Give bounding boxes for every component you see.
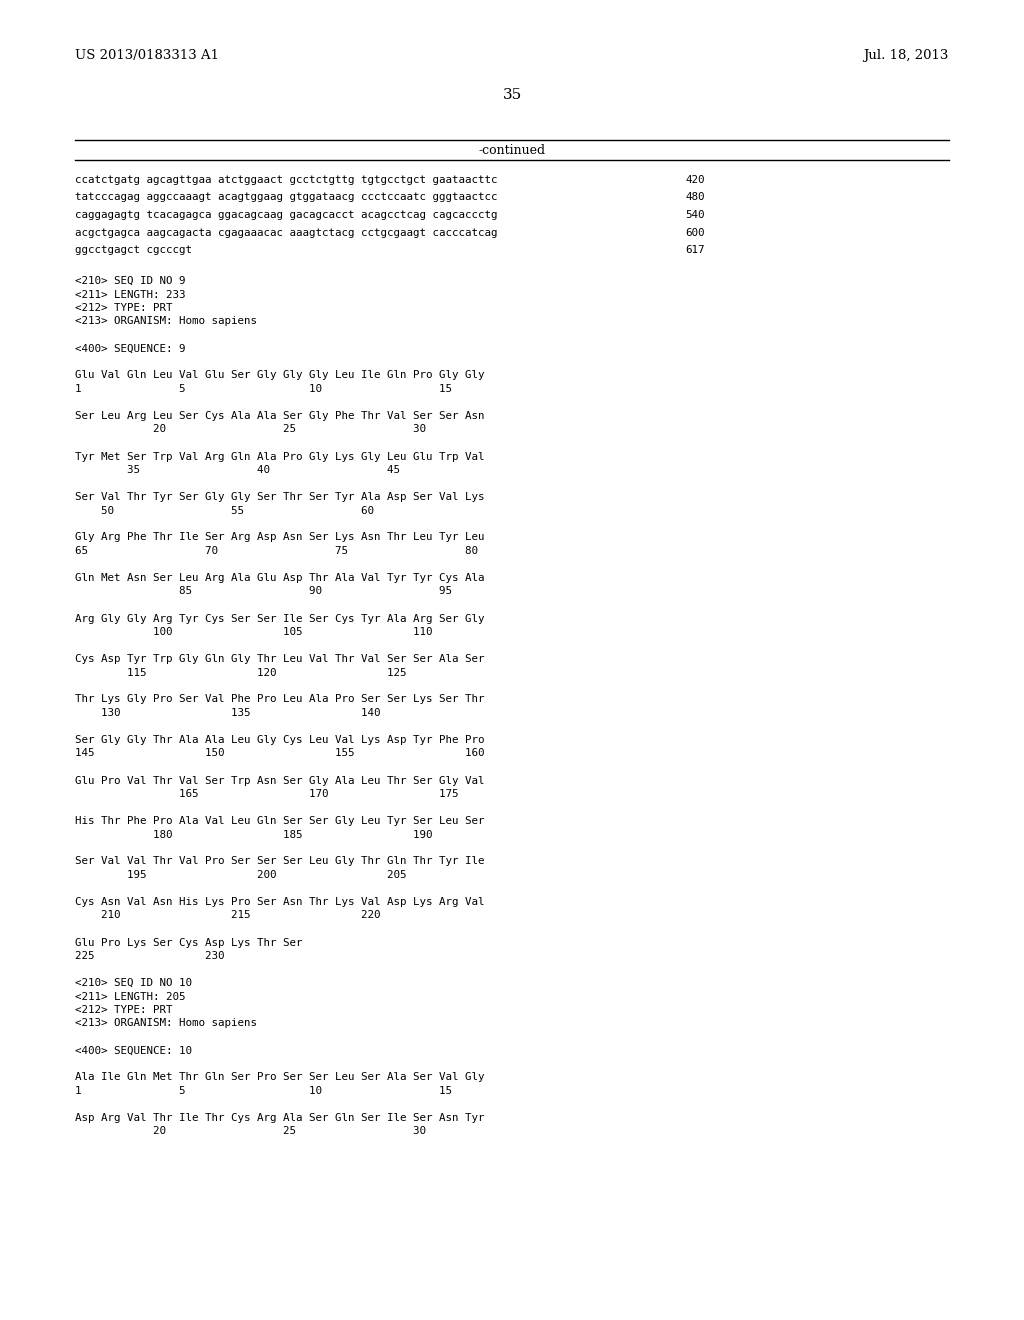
Text: 617: 617 [685,246,705,255]
Text: <212> TYPE: PRT: <212> TYPE: PRT [75,1005,172,1015]
Text: 225                 230: 225 230 [75,950,224,961]
Text: -continued: -continued [478,144,546,157]
Text: Cys Asn Val Asn His Lys Pro Ser Asn Thr Lys Val Asp Lys Arg Val: Cys Asn Val Asn His Lys Pro Ser Asn Thr … [75,898,484,907]
Text: Glu Pro Lys Ser Cys Asp Lys Thr Ser: Glu Pro Lys Ser Cys Asp Lys Thr Ser [75,937,302,948]
Text: <212> TYPE: PRT: <212> TYPE: PRT [75,304,172,313]
Text: <400> SEQUENCE: 9: <400> SEQUENCE: 9 [75,343,185,354]
Text: caggagagtg tcacagagca ggacagcaag gacagcacct acagcctcag cagcaccctg: caggagagtg tcacagagca ggacagcaag gacagca… [75,210,498,220]
Text: US 2013/0183313 A1: US 2013/0183313 A1 [75,49,219,62]
Text: 540: 540 [685,210,705,220]
Text: tatcccagag aggccaaagt acagtggaag gtggataacg ccctccaatc gggtaactcc: tatcccagag aggccaaagt acagtggaag gtggata… [75,193,498,202]
Text: Gly Arg Phe Thr Ile Ser Arg Asp Asn Ser Lys Asn Thr Leu Tyr Leu: Gly Arg Phe Thr Ile Ser Arg Asp Asn Ser … [75,532,484,543]
Text: 20                  25                  30: 20 25 30 [75,425,426,434]
Text: acgctgagca aagcagacta cgagaaacac aaagtctacg cctgcgaagt cacccatcag: acgctgagca aagcagacta cgagaaacac aaagtct… [75,227,498,238]
Text: 600: 600 [685,227,705,238]
Text: <210> SEQ ID NO 9: <210> SEQ ID NO 9 [75,276,185,286]
Text: <211> LENGTH: 233: <211> LENGTH: 233 [75,289,185,300]
Text: 165                 170                 175: 165 170 175 [75,789,459,799]
Text: <213> ORGANISM: Homo sapiens: <213> ORGANISM: Homo sapiens [75,1019,257,1028]
Text: 145                 150                 155                 160: 145 150 155 160 [75,748,484,759]
Text: 1               5                   10                  15: 1 5 10 15 [75,384,452,393]
Text: 115                 120                 125: 115 120 125 [75,668,407,677]
Text: <400> SEQUENCE: 10: <400> SEQUENCE: 10 [75,1045,193,1056]
Text: 130                 135                 140: 130 135 140 [75,708,381,718]
Text: 100                 105                 110: 100 105 110 [75,627,432,638]
Text: 180                 185                 190: 180 185 190 [75,829,432,840]
Text: Ser Val Thr Tyr Ser Gly Gly Ser Thr Ser Tyr Ala Asp Ser Val Lys: Ser Val Thr Tyr Ser Gly Gly Ser Thr Ser … [75,492,484,502]
Text: 210                 215                 220: 210 215 220 [75,911,381,920]
Text: 50                  55                  60: 50 55 60 [75,506,374,516]
Text: 195                 200                 205: 195 200 205 [75,870,407,880]
Text: 35                  40                  45: 35 40 45 [75,465,400,475]
Text: ggcctgagct cgcccgt: ggcctgagct cgcccgt [75,246,193,255]
Text: 420: 420 [685,176,705,185]
Text: 35: 35 [503,88,521,102]
Text: Ser Leu Arg Leu Ser Cys Ala Ala Ser Gly Phe Thr Val Ser Ser Asn: Ser Leu Arg Leu Ser Cys Ala Ala Ser Gly … [75,411,484,421]
Text: Cys Asp Tyr Trp Gly Gln Gly Thr Leu Val Thr Val Ser Ser Ala Ser: Cys Asp Tyr Trp Gly Gln Gly Thr Leu Val … [75,653,484,664]
Text: <211> LENGTH: 205: <211> LENGTH: 205 [75,991,185,1002]
Text: 85                  90                  95: 85 90 95 [75,586,452,597]
Text: 20                  25                  30: 20 25 30 [75,1126,426,1137]
Text: Thr Lys Gly Pro Ser Val Phe Pro Leu Ala Pro Ser Ser Lys Ser Thr: Thr Lys Gly Pro Ser Val Phe Pro Leu Ala … [75,694,484,705]
Text: Jul. 18, 2013: Jul. 18, 2013 [863,49,949,62]
Text: 480: 480 [685,193,705,202]
Text: 1               5                   10                  15: 1 5 10 15 [75,1086,452,1096]
Text: Asp Arg Val Thr Ile Thr Cys Arg Ala Ser Gln Ser Ile Ser Asn Tyr: Asp Arg Val Thr Ile Thr Cys Arg Ala Ser … [75,1113,484,1123]
Text: Gln Met Asn Ser Leu Arg Ala Glu Asp Thr Ala Val Tyr Tyr Cys Ala: Gln Met Asn Ser Leu Arg Ala Glu Asp Thr … [75,573,484,583]
Text: Ala Ile Gln Met Thr Gln Ser Pro Ser Ser Leu Ser Ala Ser Val Gly: Ala Ile Gln Met Thr Gln Ser Pro Ser Ser … [75,1072,484,1082]
Text: 65                  70                  75                  80: 65 70 75 80 [75,546,478,556]
Text: Ser Val Val Thr Val Pro Ser Ser Ser Leu Gly Thr Gln Thr Tyr Ile: Ser Val Val Thr Val Pro Ser Ser Ser Leu … [75,857,484,866]
Text: <213> ORGANISM: Homo sapiens: <213> ORGANISM: Homo sapiens [75,317,257,326]
Text: Glu Pro Val Thr Val Ser Trp Asn Ser Gly Ala Leu Thr Ser Gly Val: Glu Pro Val Thr Val Ser Trp Asn Ser Gly … [75,776,484,785]
Text: His Thr Phe Pro Ala Val Leu Gln Ser Ser Gly Leu Tyr Ser Leu Ser: His Thr Phe Pro Ala Val Leu Gln Ser Ser … [75,816,484,826]
Text: Glu Val Gln Leu Val Glu Ser Gly Gly Gly Leu Ile Gln Pro Gly Gly: Glu Val Gln Leu Val Glu Ser Gly Gly Gly … [75,371,484,380]
Text: Tyr Met Ser Trp Val Arg Gln Ala Pro Gly Lys Gly Leu Glu Trp Val: Tyr Met Ser Trp Val Arg Gln Ala Pro Gly … [75,451,484,462]
Text: Arg Gly Gly Arg Tyr Cys Ser Ser Ile Ser Cys Tyr Ala Arg Ser Gly: Arg Gly Gly Arg Tyr Cys Ser Ser Ile Ser … [75,614,484,623]
Text: ccatctgatg agcagttgaa atctggaact gcctctgttg tgtgcctgct gaataacttc: ccatctgatg agcagttgaa atctggaact gcctctg… [75,176,498,185]
Text: Ser Gly Gly Thr Ala Ala Leu Gly Cys Leu Val Lys Asp Tyr Phe Pro: Ser Gly Gly Thr Ala Ala Leu Gly Cys Leu … [75,735,484,744]
Text: <210> SEQ ID NO 10: <210> SEQ ID NO 10 [75,978,193,987]
